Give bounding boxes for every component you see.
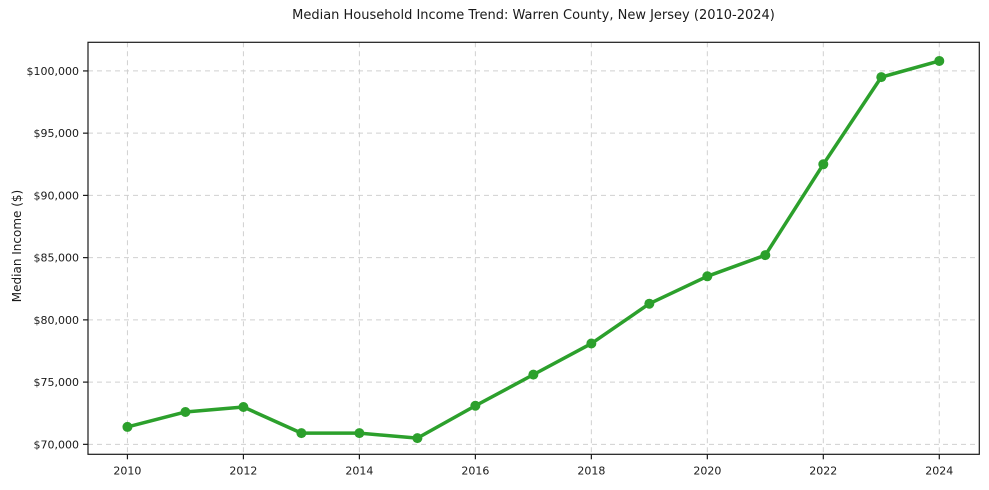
y-tick-label-80000: $80,000	[34, 314, 80, 327]
y-tick-label-70000: $70,000	[34, 438, 80, 451]
data-point-2022	[818, 159, 829, 170]
data-point-2013	[296, 428, 307, 439]
y-tick-label-85000: $85,000	[34, 252, 80, 265]
plot-border	[87, 41, 980, 455]
x-tick-label-2016: 2016	[461, 464, 489, 477]
chart-title: Median Household Income Trend: Warren Co…	[292, 8, 775, 23]
income-trend-line	[125, 59, 942, 440]
y-tick-label-100000: $100,000	[27, 65, 80, 78]
data-point-2012	[238, 402, 249, 413]
data-point-2020	[702, 271, 713, 282]
x-tick-label-2010: 2010	[113, 464, 141, 477]
data-point-2023	[876, 72, 887, 83]
data-point-2021	[760, 250, 771, 261]
data-point-2010	[122, 421, 133, 432]
data-point-2011	[180, 406, 191, 417]
data-point-2019	[644, 298, 655, 309]
x-tick-label-2012: 2012	[229, 464, 257, 477]
x-tick-label-2018: 2018	[577, 464, 605, 477]
x-tick-label-2014: 2014	[345, 464, 373, 477]
data-point-2014	[354, 428, 365, 439]
y-tick-label-95000: $95,000	[34, 127, 80, 140]
data-point-2018	[586, 338, 597, 349]
data-point-2017	[528, 369, 539, 380]
data-point-2024	[934, 55, 945, 66]
x-tick-label-2022: 2022	[809, 464, 837, 477]
y-tick-label-90000: $90,000	[34, 189, 80, 202]
x-tick-label-2024: 2024	[925, 464, 953, 477]
y-tick-label-75000: $75,000	[34, 376, 80, 389]
data-point-2015	[412, 433, 423, 444]
x-tick-label-2020: 2020	[693, 464, 721, 477]
data-point-2016	[470, 400, 481, 411]
